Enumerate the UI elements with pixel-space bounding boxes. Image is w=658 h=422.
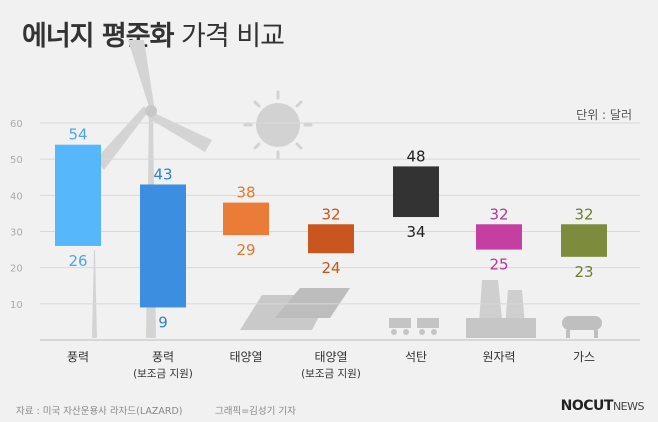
y-tick-label: 20 bbox=[10, 264, 23, 275]
data-label-high: 48 bbox=[406, 147, 425, 165]
solar-panel-icon bbox=[240, 288, 350, 330]
x-tick-sublabel: (보조금 지원) bbox=[301, 368, 361, 380]
bar bbox=[561, 224, 607, 257]
wind-turbine-icon bbox=[92, 40, 212, 338]
sun-icon bbox=[243, 90, 313, 160]
y-tick-label: 50 bbox=[10, 155, 23, 166]
x-tick-label: 풍력 bbox=[67, 350, 89, 364]
data-label-high: 32 bbox=[321, 205, 340, 223]
background-illustrations bbox=[92, 40, 602, 338]
chart-title-rest: 가격 비교 bbox=[181, 21, 285, 52]
x-tick-label: 석탄 bbox=[405, 350, 427, 364]
x-tick-label: 가스 bbox=[573, 350, 595, 364]
bar bbox=[223, 202, 269, 236]
nocut-news-logo: NOCUTNEWS bbox=[560, 398, 645, 414]
source-note: 자료 : 미국 자산운용사 라자드(LAZARD) bbox=[16, 406, 183, 417]
data-label-low: 34 bbox=[406, 223, 425, 241]
gas-tank-icon bbox=[562, 316, 602, 338]
data-label-low: 26 bbox=[68, 252, 87, 270]
chart-title: 에너지 평준화 가격 비교 bbox=[22, 14, 285, 53]
data-label-high: 38 bbox=[236, 184, 255, 202]
x-tick-label: 원자력 bbox=[482, 350, 515, 364]
chart-title-bold: 에너지 평준화 bbox=[22, 21, 174, 52]
value-labels: 54 26 43 9 38 29 32 24 48 34 32 25 32 23 bbox=[68, 126, 593, 332]
bar bbox=[393, 166, 439, 218]
graphic-credit: 그래픽=김성기 기자 bbox=[215, 406, 296, 417]
bar bbox=[476, 224, 522, 250]
unit-label: 단위 : 달러 bbox=[576, 108, 632, 122]
data-label-low: 23 bbox=[574, 263, 593, 281]
data-label-high: 32 bbox=[489, 205, 508, 223]
data-label-low: 25 bbox=[489, 256, 508, 274]
data-label-high: 43 bbox=[153, 165, 172, 183]
data-label-high: 54 bbox=[68, 126, 87, 144]
y-tick-labels: 10 20 30 40 50 60 bbox=[10, 119, 23, 311]
x-tick-label: 풍력 bbox=[152, 350, 174, 364]
y-tick-label: 30 bbox=[10, 228, 23, 239]
data-label-low: 9 bbox=[158, 313, 168, 331]
data-label-low: 29 bbox=[236, 241, 255, 259]
bar bbox=[140, 184, 186, 308]
logo-suffix: NEWS bbox=[612, 400, 645, 413]
y-tick-label: 40 bbox=[10, 191, 23, 202]
data-label-high: 32 bbox=[574, 205, 593, 223]
bars bbox=[55, 144, 607, 308]
x-tick-label: 태양열 bbox=[314, 350, 347, 364]
y-tick-label: 10 bbox=[10, 300, 23, 311]
logo-main: NOCUT bbox=[560, 398, 614, 414]
y-tick-label: 60 bbox=[10, 119, 23, 130]
data-label-low: 24 bbox=[321, 259, 340, 277]
bar bbox=[308, 224, 354, 254]
nuclear-plant-icon bbox=[466, 280, 536, 338]
coal-cart-icon bbox=[389, 318, 439, 335]
x-tick-label: 태양열 bbox=[229, 350, 262, 364]
x-tick-sublabel: (보조금 지원) bbox=[133, 368, 193, 380]
x-tick-labels: 풍력 풍력 (보조금 지원) 태양열 태양열 (보조금 지원) 석탄 원자력 가스 bbox=[67, 350, 595, 380]
bar bbox=[55, 144, 101, 246]
